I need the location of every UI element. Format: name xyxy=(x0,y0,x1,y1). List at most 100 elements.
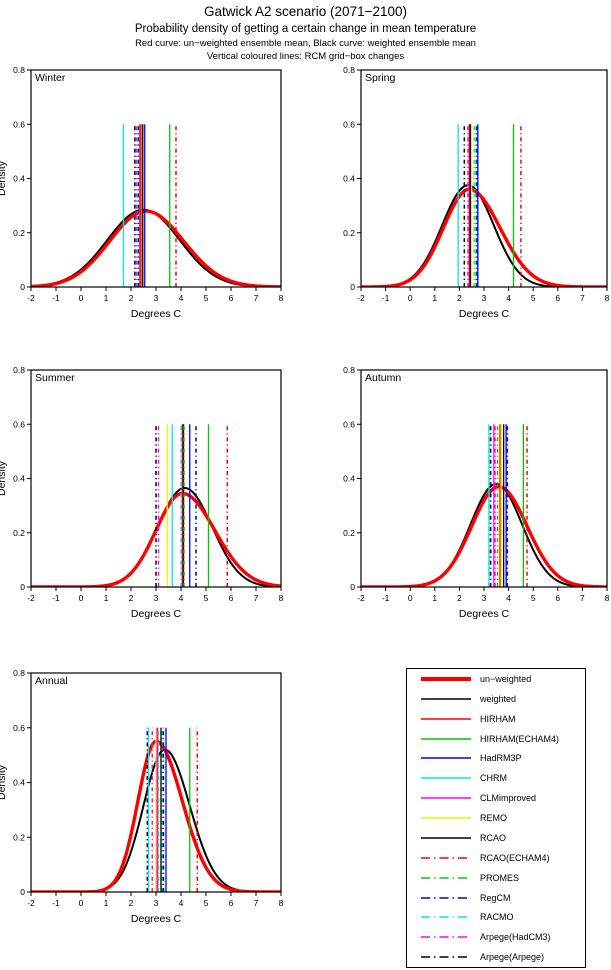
y-tick-label: 0.2 xyxy=(13,832,25,842)
y-tick-label: 0 xyxy=(350,582,355,592)
x-tick-label: 5 xyxy=(204,593,209,603)
legend-item-remo: REMO xyxy=(407,811,585,825)
x-tick-label: 2 xyxy=(129,593,134,603)
x-tick-label: 8 xyxy=(279,293,284,303)
y-tick-label: 0.2 xyxy=(343,228,355,238)
axes-frame xyxy=(360,69,608,288)
x-tick-label: 2 xyxy=(457,593,462,603)
x-tick-label: 8 xyxy=(279,593,284,603)
legend-label: CLMimproved xyxy=(480,793,537,804)
y-tick-label: 0.2 xyxy=(13,228,25,238)
x-tick-label: 0 xyxy=(79,593,84,603)
x-tick-label: 1 xyxy=(432,293,437,303)
legend-label: HadRM3P xyxy=(480,753,522,764)
y-tick-label: 0.2 xyxy=(343,528,355,538)
x-tick-label: 4 xyxy=(506,293,511,303)
legend-item-arpege-arpege-: Arpege(Arpege) xyxy=(407,950,585,964)
x-tick-label: 4 xyxy=(179,593,184,603)
legend-line-sample xyxy=(421,837,471,839)
figure-note-curves: Red curve: un−weighted ensemble mean, Bl… xyxy=(135,38,476,49)
subplot-annual: -2 -1 0 1 2 3 4 5 6 7 8 0 0.2 0.4 0.6 0.8 Annual Degrees … xyxy=(0,668,284,925)
plot-area xyxy=(361,124,607,287)
plot-area xyxy=(361,424,607,587)
legend-line-sample xyxy=(421,916,471,919)
x-tick-label: 3 xyxy=(154,293,159,303)
legend-line-sample xyxy=(421,676,471,681)
y-tick-label: 0.4 xyxy=(343,474,355,484)
x-tick-label: 1 xyxy=(432,593,437,603)
x-tick-label: 5 xyxy=(531,293,536,303)
legend-label: RCAO(ECHAM4) xyxy=(480,852,550,863)
legend-label: RegCM xyxy=(480,892,511,903)
x-tick-label: 3 xyxy=(482,593,487,603)
x-tick-label: -2 xyxy=(27,898,35,908)
x-tick-label: 3 xyxy=(482,293,487,303)
x-tick-label: 0 xyxy=(79,293,84,303)
legend-item-rcao-echam4-: RCAO(ECHAM4) xyxy=(407,851,585,865)
x-tick-label: 5 xyxy=(204,898,209,908)
legend-line-sample xyxy=(421,757,471,760)
x-tick-label: -1 xyxy=(52,898,60,908)
x-tick-label: 8 xyxy=(605,293,610,303)
x-tick-label: 6 xyxy=(229,593,234,603)
x-tick-label: 7 xyxy=(254,898,259,908)
legend-item-hirham-echam4-: HIRHAM(ECHAM4) xyxy=(407,732,585,746)
legend-line-sample xyxy=(421,717,471,720)
legend-label: PROMES xyxy=(480,872,520,883)
plot-area xyxy=(31,727,281,892)
legend-line-sample xyxy=(421,876,471,879)
y-tick-label: 0.6 xyxy=(13,419,25,429)
y-tick-label: 0.8 xyxy=(13,65,25,75)
curve-un−weighted xyxy=(361,484,607,587)
x-tick-label: 7 xyxy=(254,293,259,303)
x-tick-label: -2 xyxy=(357,593,365,603)
legend-item-hadrm3p: HadRM3P xyxy=(407,751,585,765)
axes-frame xyxy=(30,69,282,288)
y-tick-label: 0.4 xyxy=(13,174,25,184)
y-tick-label: 0 xyxy=(350,282,355,292)
x-tick-label: -2 xyxy=(357,293,365,303)
y-tick-label: 0 xyxy=(20,582,25,592)
y-axis-label: Density xyxy=(0,160,8,196)
legend-item-un-weighted: un−weighted xyxy=(407,672,585,686)
curve-un−weighted xyxy=(361,187,607,287)
x-tick-label: 5 xyxy=(204,293,209,303)
subplot-title: Autumn xyxy=(365,372,401,384)
x-tick-label: 6 xyxy=(229,293,234,303)
x-axis-label: Degrees C xyxy=(459,308,510,320)
x-tick-label: 1 xyxy=(104,593,109,603)
x-axis-label: Degrees C xyxy=(131,608,182,620)
legend-item-weighted: weighted xyxy=(407,692,585,706)
legend-label: HIRHAM(ECHAM4) xyxy=(480,733,560,744)
y-tick-label: 0.8 xyxy=(13,668,25,678)
legend-line-sample xyxy=(421,777,471,779)
y-axis-label: Density xyxy=(0,764,8,800)
y-axis-label: Density xyxy=(0,460,8,496)
x-tick-label: 7 xyxy=(580,593,585,603)
y-tick-label: 0.6 xyxy=(343,419,355,429)
legend-label: REMO xyxy=(480,813,507,823)
curve-weighted xyxy=(31,208,281,287)
y-tick-label: 0.2 xyxy=(13,528,25,538)
legend-label: HIRHAM xyxy=(480,713,516,724)
figure-subtitle: Probability density of getting a certain… xyxy=(134,23,477,35)
plot-area xyxy=(31,124,281,287)
curve-un−weighted xyxy=(31,209,281,287)
legend-label: CHRM xyxy=(480,773,507,784)
legend-item-hirham: HIRHAM xyxy=(407,712,585,726)
subplot-title: Winter xyxy=(35,72,66,84)
x-tick-label: 2 xyxy=(129,293,134,303)
x-tick-label: 4 xyxy=(506,593,511,603)
y-tick-label: 0.6 xyxy=(343,119,355,129)
x-tick-label: 0 xyxy=(408,293,413,303)
x-tick-label: -1 xyxy=(52,593,60,603)
legend-line-sample xyxy=(421,956,471,958)
x-tick-label: 0 xyxy=(408,593,413,603)
subplot-autumn: -2 -1 0 1 2 3 4 5 6 7 8 0 0.2 0.4 0.6 0.8 Autumn Degrees … xyxy=(343,365,609,620)
subplot-title: Spring xyxy=(365,72,396,84)
x-tick-label: 0 xyxy=(79,898,84,908)
y-tick-label: 0.8 xyxy=(343,65,355,75)
legend-line-sample xyxy=(421,936,471,938)
legend-label: un−weighted xyxy=(480,673,532,684)
